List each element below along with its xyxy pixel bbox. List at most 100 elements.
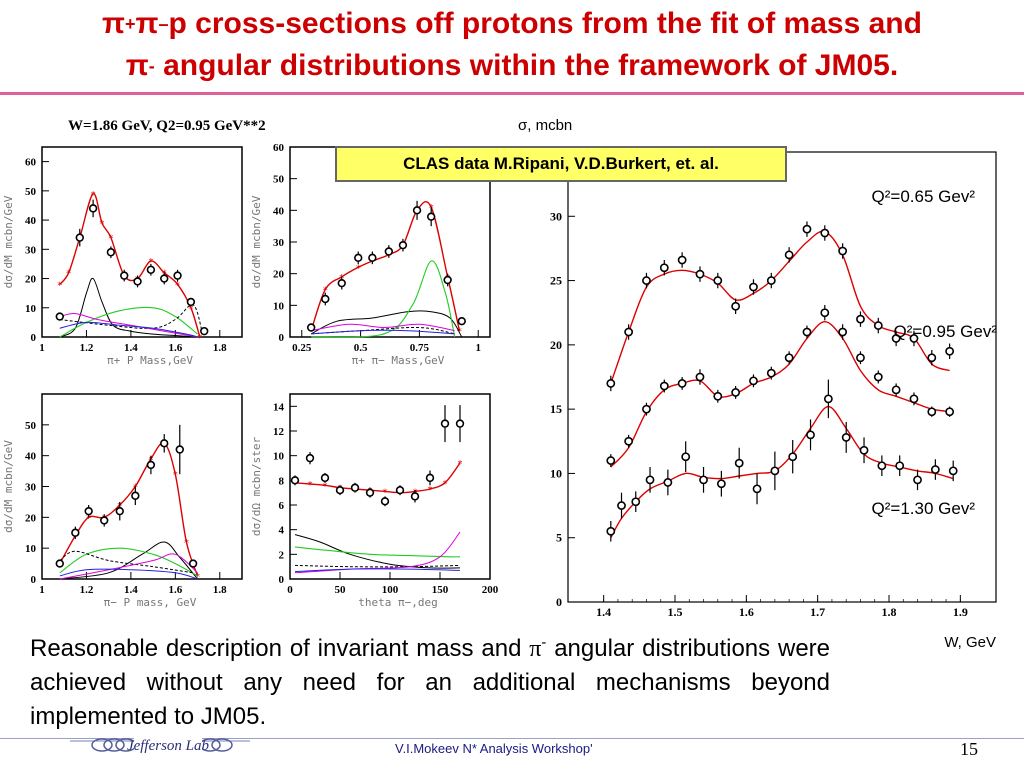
data-point [820,308,830,318]
y-tick-label: 6 [279,500,285,512]
x-tick-label: 1.2 [80,342,94,354]
data-point [945,407,955,417]
data-point [677,255,687,265]
data-point [186,297,196,307]
fit-marker: * [184,538,189,549]
chart-pi-plus-p-mass: 1 1.2 1.4 1.6 1.8 0 10 20 30 40 50 60 π+ P Mass,GeV d… [2,146,243,367]
data-point [713,391,723,401]
data-point [354,253,363,263]
data-point [425,473,435,483]
curve-fit [610,320,950,468]
x-axis-label: π− P mass, GeV [104,596,197,609]
data-point [75,233,84,242]
y-tick-label: 30 [550,209,562,223]
data-point [802,224,812,234]
data-point [770,466,780,476]
data-point [160,439,169,448]
y-axis-label: dσ/dM mcbn/GeV [250,195,263,288]
data-point [398,240,408,250]
data-point [642,276,651,285]
data-point [120,271,129,280]
x-tick-label: 1.5 [668,605,683,619]
x-tick-label: 150 [432,584,449,596]
y-tick-label: 8 [279,475,285,487]
y-tick-label: 30 [25,482,37,494]
data-point [681,452,691,462]
data-point [663,478,673,487]
data-point [115,506,124,516]
q2-annotation: Q²=1.30 Gev² [872,499,976,518]
data-point [838,327,848,337]
curve-magenta [294,531,461,574]
x-tick-label: 1.4 [596,605,611,619]
x-tick-label: 1.6 [739,605,754,619]
y-tick-label: 30 [25,244,37,256]
plot-frame [567,151,997,603]
fit-marker: * [195,572,200,583]
data-point [335,485,345,495]
data-point [395,485,405,495]
data-point [606,526,616,536]
fit-marker: * [309,327,314,338]
footer-text: V.I.Mokeev N* Analysis Workshop' [395,741,593,756]
data-point [752,484,762,494]
data-point [106,248,116,257]
y-tick-label: 0 [279,574,285,586]
clas-data-label: CLAS data M.Ripani, V.D.Burkert, et. al. [335,146,787,182]
curve-fit [610,405,954,539]
data-point [606,456,616,465]
data-point [766,276,776,285]
data-point [188,559,198,568]
slide-title-line-2: π- angular distributions within the fram… [125,49,899,82]
x-tick-label: 50 [335,584,347,596]
fit-marker: * [443,479,448,490]
data-point [695,269,705,279]
data-point [350,483,360,492]
data-point [200,326,209,336]
data-point [930,465,940,474]
data-point [659,263,669,273]
data-point [306,323,316,332]
curve-dashed [59,550,194,574]
data-point [891,385,901,395]
y-tick-label: 12 [273,426,285,438]
y-axis-label: σ, mcbn [518,117,572,134]
fit-marker: * [57,280,62,291]
data-point [927,353,937,363]
y-tick-label: 4 [279,525,285,537]
fit-marker: * [356,263,361,274]
x-axis-label: theta π−,deg [358,596,437,609]
curve-fit [59,193,201,338]
curve-blue [59,321,198,338]
data-point [731,301,741,311]
fit-marker: * [188,304,193,315]
data-point [784,353,794,363]
data-point [457,316,466,326]
curve-fit [59,442,199,577]
fit-marker: * [323,481,328,492]
data-point [927,407,937,417]
fit-marker: * [308,480,313,491]
data-point [806,430,815,440]
data-point [659,381,669,391]
data-point [55,312,64,321]
y-tick-label: 5 [556,531,562,545]
data-point [909,334,919,343]
data-point [856,353,865,363]
curve-dashed [294,564,461,568]
data-point [173,271,182,280]
data-point [841,433,851,442]
data-point [160,274,169,283]
curve-fit [610,230,950,384]
curve-magenta [311,323,455,332]
y-tick-label: 10 [25,543,37,555]
y-tick-label: 20 [25,512,37,524]
y-tick-label: 25 [550,274,562,288]
y-tick-label: 20 [25,274,37,286]
curve-fit [294,462,461,494]
x-tick-label: 0 [287,584,293,596]
data-point [699,475,708,485]
y-tick-label: 20 [273,269,285,281]
data-point [873,321,883,330]
data-point [631,497,641,507]
